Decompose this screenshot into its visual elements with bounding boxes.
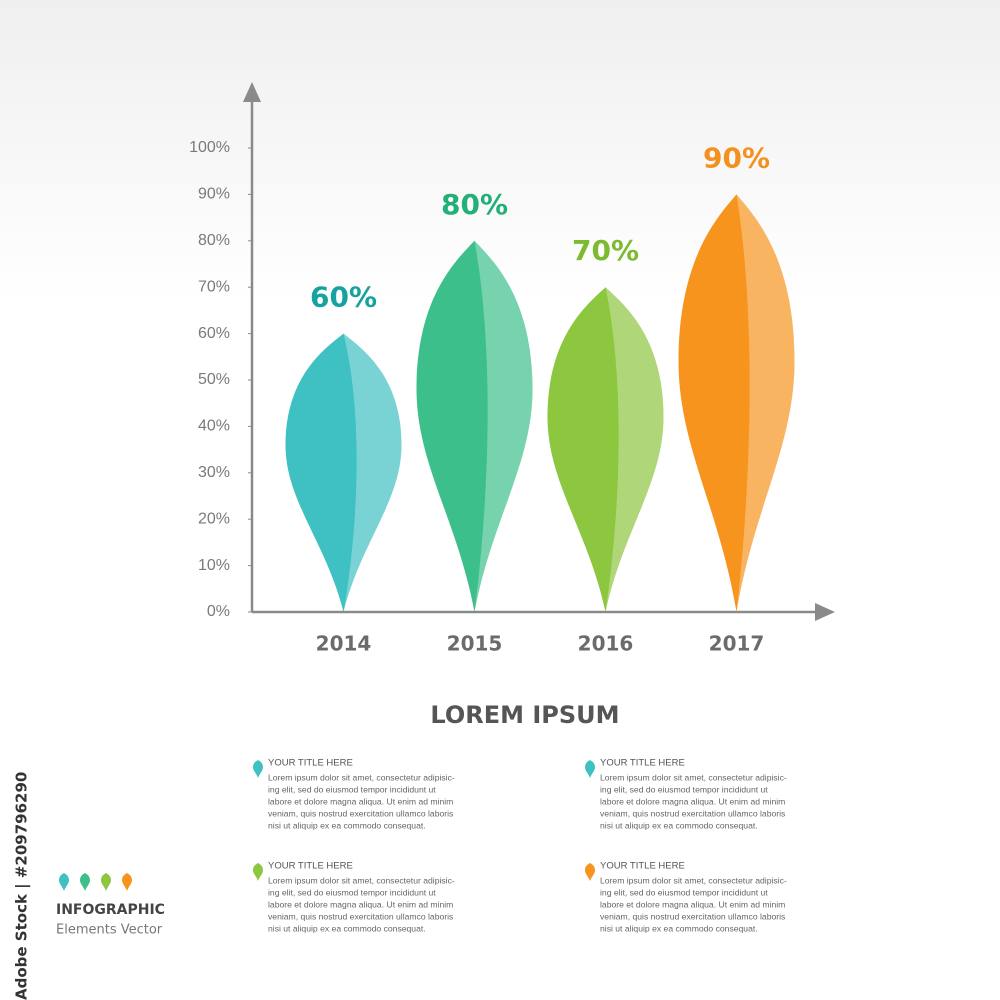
y-tick-label: 0% bbox=[207, 603, 230, 620]
item-text: Lorem ipsum dolor sit amet, consectetur … bbox=[268, 875, 455, 885]
item-text: nisi ut aliquip ex ea commodo consequat. bbox=[600, 820, 758, 830]
leaf-bar bbox=[416, 240, 533, 613]
item-text: labore et dolore magna aliqua. Ut enim a… bbox=[268, 796, 453, 806]
value-label: 70% bbox=[572, 234, 639, 267]
footer-icon bbox=[101, 873, 111, 891]
item-text: Lorem ipsum dolor sit amet, consectetur … bbox=[268, 772, 455, 782]
leaf-bar bbox=[285, 333, 402, 612]
item-text: veniam, quis nostrud exercitation ullamc… bbox=[268, 808, 453, 818]
item-icon bbox=[585, 760, 595, 778]
y-tick-label: 80% bbox=[198, 232, 230, 249]
leaf-bar bbox=[547, 287, 664, 612]
y-axis-arrow bbox=[243, 82, 261, 102]
value-label: 80% bbox=[441, 188, 508, 221]
item-text: veniam, quis nostrud exercitation ullamc… bbox=[600, 911, 785, 921]
y-tick-label: 100% bbox=[189, 139, 230, 156]
x-tick-label: 2015 bbox=[447, 632, 503, 656]
leaf-highlight bbox=[474, 240, 533, 613]
item-title: YOUR TITLE HERE bbox=[268, 758, 353, 769]
leaf-highlight bbox=[343, 333, 402, 612]
item-text: labore et dolore magna aliqua. Ut enim a… bbox=[600, 899, 785, 909]
item-text: veniam, quis nostrud exercitation ullamc… bbox=[268, 911, 453, 921]
item-text: nisi ut aliquip ex ea commodo consequat. bbox=[600, 923, 758, 933]
item-text: nisi ut aliquip ex ea commodo consequat. bbox=[268, 923, 426, 933]
item-text: labore et dolore magna aliqua. Ut enim a… bbox=[268, 899, 453, 909]
footer-subtitle: Elements Vector bbox=[56, 923, 163, 938]
item-text: ing elit, sed do eiusmod tempor incididu… bbox=[600, 887, 768, 897]
item-icon bbox=[253, 863, 263, 881]
leaf-bar bbox=[678, 194, 795, 612]
y-tick-label: 20% bbox=[198, 510, 230, 527]
x-tick-label: 2017 bbox=[709, 632, 765, 656]
item-title: YOUR TITLE HERE bbox=[600, 758, 685, 769]
item-text: nisi ut aliquip ex ea commodo consequat. bbox=[268, 820, 426, 830]
y-tick-label: 30% bbox=[198, 464, 230, 481]
item-text: ing elit, sed do eiusmod tempor incididu… bbox=[600, 784, 768, 794]
item-text: ing elit, sed do eiusmod tempor incididu… bbox=[268, 784, 436, 794]
value-label: 60% bbox=[310, 281, 377, 314]
leaf-highlight bbox=[736, 194, 795, 612]
y-tick-label: 50% bbox=[198, 371, 230, 388]
item-text: ing elit, sed do eiusmod tempor incididu… bbox=[268, 887, 436, 897]
item-text: Lorem ipsum dolor sit amet, consectetur … bbox=[600, 772, 787, 782]
y-tick-label: 90% bbox=[198, 186, 230, 203]
x-axis-arrow bbox=[815, 603, 835, 621]
item-icon bbox=[253, 760, 263, 778]
leaf-highlight bbox=[605, 287, 664, 612]
x-tick-label: 2016 bbox=[578, 632, 634, 656]
y-tick-label: 10% bbox=[198, 557, 230, 574]
stock-watermark: Adobe Stock | #209796290 bbox=[13, 772, 32, 1000]
footer-icon bbox=[80, 873, 90, 891]
value-label: 90% bbox=[703, 141, 770, 174]
item-icon bbox=[585, 863, 595, 881]
x-tick-label: 2014 bbox=[316, 632, 372, 656]
section-title: LOREM IPSUM bbox=[430, 701, 619, 729]
footer-icon bbox=[59, 873, 69, 891]
y-tick-label: 70% bbox=[198, 278, 230, 295]
y-tick-label: 40% bbox=[198, 418, 230, 435]
footer-title: INFOGRAPHIC bbox=[56, 902, 165, 918]
y-tick-label: 60% bbox=[198, 325, 230, 342]
item-text: Lorem ipsum dolor sit amet, consectetur … bbox=[600, 875, 787, 885]
item-title: YOUR TITLE HERE bbox=[268, 861, 353, 872]
item-text: labore et dolore magna aliqua. Ut enim a… bbox=[600, 796, 785, 806]
item-title: YOUR TITLE HERE bbox=[600, 861, 685, 872]
footer-icon bbox=[122, 873, 132, 891]
item-text: veniam, quis nostrud exercitation ullamc… bbox=[600, 808, 785, 818]
